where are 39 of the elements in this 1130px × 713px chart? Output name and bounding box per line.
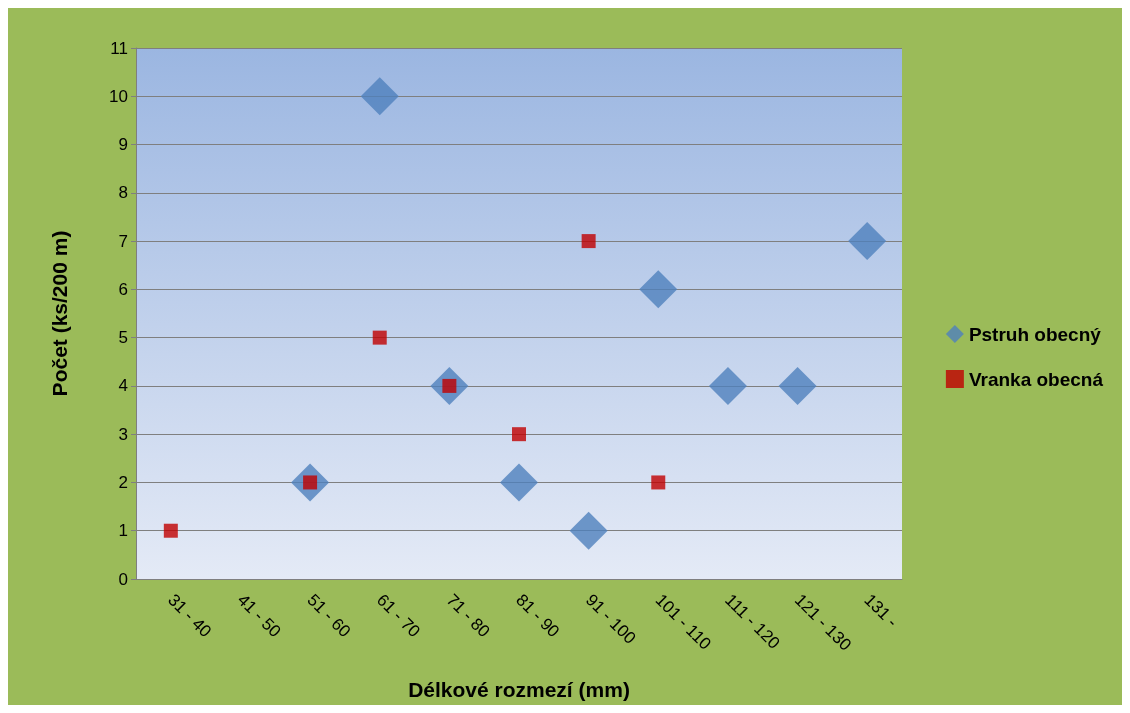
- y-tick-label: 7: [118, 231, 128, 251]
- legend-label: Vranka obecná: [968, 368, 1104, 390]
- point: [569, 511, 608, 550]
- x-tick-label: 61 - 70: [373, 590, 424, 642]
- x-tick-label: 31 - 40: [164, 590, 215, 642]
- x-tick-label: 41 - 50: [233, 590, 285, 642]
- point: [581, 234, 596, 249]
- x-tick-label: 91 - 100: [581, 590, 640, 648]
- x-tick-label: 81 - 90: [512, 590, 564, 642]
- y-tick-label: 11: [110, 38, 128, 58]
- point: [778, 366, 817, 405]
- x-axis-title: Délkové rozmezí (mm): [408, 678, 630, 701]
- x-tick-label: 121 - 130: [790, 590, 856, 655]
- point: [639, 270, 678, 309]
- y-tick-label: 3: [118, 424, 128, 444]
- x-tick-label: 71 - 80: [442, 590, 494, 642]
- point: [512, 427, 526, 442]
- y-tick-label: 9: [118, 135, 128, 155]
- point: [372, 330, 387, 345]
- y-tick-label: 2: [118, 472, 128, 492]
- y-tick-label: 10: [109, 86, 128, 106]
- y-tick-label: 0: [118, 569, 128, 589]
- y-tick-label: 4: [118, 376, 128, 396]
- point: [500, 463, 538, 502]
- x-tick-label: 111 - 120: [721, 590, 784, 653]
- x-tick-label: 51 - 60: [303, 590, 355, 642]
- y-tick-label: 8: [118, 183, 128, 203]
- point: [651, 475, 666, 490]
- y-tick-label: 5: [118, 328, 128, 348]
- x-tick-label: 101 - 110: [651, 590, 715, 654]
- point: [163, 523, 178, 538]
- point: [848, 222, 887, 261]
- y-tick-label: 6: [118, 279, 128, 299]
- y-tick-label: 1: [118, 521, 128, 541]
- legend-label: Pstruh obecný: [968, 323, 1102, 345]
- x-tick-label: 131 -: [860, 590, 902, 632]
- y-axis-title: Počet (ks/200 m): [48, 230, 71, 397]
- point: [360, 77, 399, 116]
- point: [708, 366, 747, 405]
